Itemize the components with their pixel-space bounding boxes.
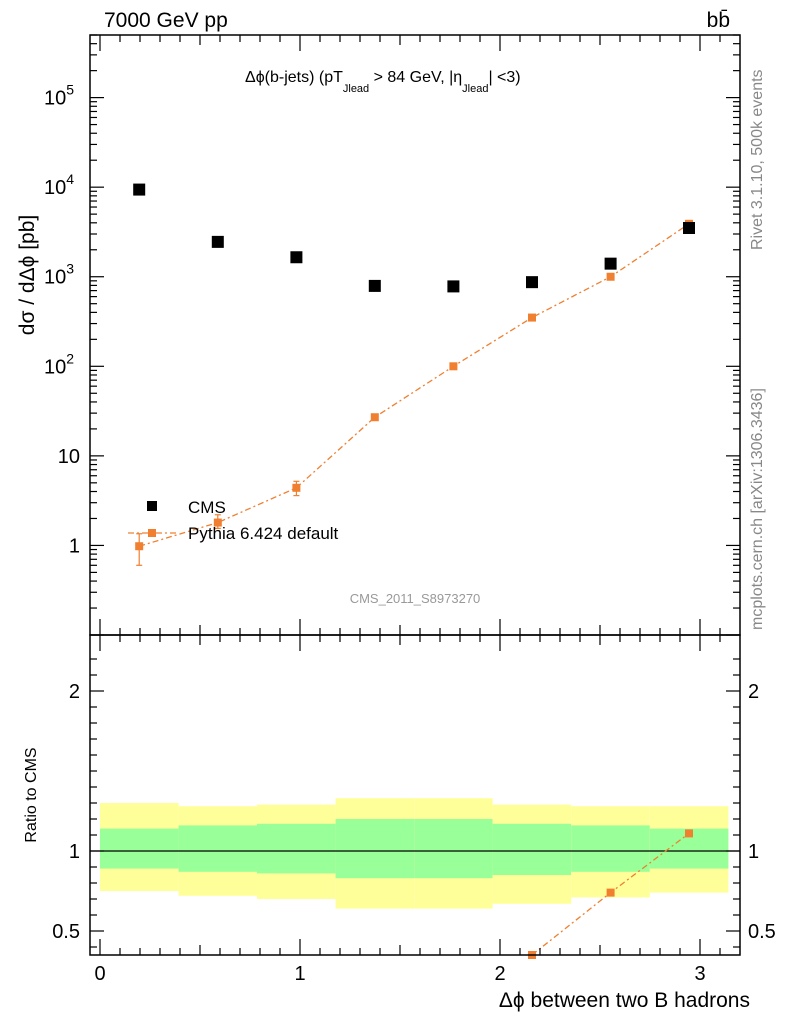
ratio-ticks: [90, 635, 740, 955]
caption-part-a: Δϕ(b-jets) (pT: [245, 69, 343, 86]
cms-point: [368, 279, 381, 292]
main-y-tick-label: 1: [69, 535, 80, 557]
x-tick-label: 2: [494, 963, 505, 985]
mcplots-credit-label: mcplots.cern.ch [arXiv:1306.3436]: [749, 388, 766, 630]
ratio-bands: [100, 798, 729, 909]
main-y-axis-label: dσ / dΔϕ [pb]: [16, 215, 39, 335]
pythia-series: [135, 219, 693, 566]
header-energy-label: 7000 GeV pp: [104, 9, 228, 32]
x-tick-label: 1: [294, 963, 305, 985]
cms-series: [133, 183, 695, 293]
pythia-point: [213, 518, 222, 527]
legend: CMS Pythia 6.424 default: [128, 498, 339, 543]
ratio-band-inner: [414, 819, 493, 879]
main-y-tick-labels: 1 10 102 103 104 105: [44, 82, 80, 558]
cms-point: [211, 235, 224, 248]
main-y-tick-label: 10: [58, 446, 80, 468]
pythia-point: [528, 313, 536, 322]
caption-part-c: | <3): [488, 69, 520, 86]
ratio-panel: 0.5 0.5 1 1 2 2 0 1 2 3 Ratio to CMS Δϕ between …: [23, 634, 776, 1012]
ratio-y-tick-label-right: 1: [748, 841, 759, 863]
x-axis-label: Δϕ between two B hadrons: [499, 989, 750, 1012]
cms-point: [290, 251, 303, 264]
ratio-y-tick-label-left: 1: [69, 841, 80, 863]
main-y-tick-label: 102: [44, 350, 74, 378]
pythia-point: [370, 413, 379, 422]
ratio-y-tick-label-left: 2: [69, 681, 80, 703]
ratio-band-inner: [100, 828, 179, 869]
legend-pythia-marker: [148, 529, 156, 537]
pythia-line: [139, 223, 690, 547]
main-frame: [89, 34, 741, 636]
ratio-pythia-point: [606, 888, 615, 897]
main-y-tick-label: 103: [44, 261, 74, 289]
main-y-tick-label: 104: [44, 171, 74, 199]
caption-part-b: > 84 GeV, |η: [369, 69, 462, 86]
x-tick-label: 3: [694, 963, 705, 985]
cms-point: [683, 222, 695, 235]
cms-point: [526, 276, 538, 289]
cms-point: [604, 257, 617, 270]
cms-point: [447, 280, 460, 293]
legend-cms-label: CMS: [188, 498, 226, 517]
ratio-y-tick-labels: 0.5 0.5 1 1 2 2: [52, 681, 776, 943]
ratio-band-inner: [571, 825, 650, 872]
header-process-label: bb̄: [707, 9, 730, 32]
ratio-y-tick-label-left: 0.5: [52, 921, 80, 943]
pythia-point: [449, 362, 458, 371]
ratio-y-axis-label: Ratio to CMS: [23, 747, 40, 842]
ratio-band-inner: [492, 823, 572, 875]
x-tick-labels: 0 1 2 3: [94, 963, 705, 985]
rivet-version-label: Rivet 3.1.10, 500k events: [749, 69, 766, 250]
ratio-band-inner: [335, 819, 415, 879]
pythia-point: [606, 272, 615, 281]
ratio-band-inner: [257, 823, 336, 874]
plot-caption: Δϕ(b-jets) (pTJlead > 84 GeV, |ηJlead| <…: [245, 69, 521, 95]
pythia-point: [135, 542, 144, 551]
cms-point: [133, 183, 146, 196]
ratio-y-tick-label-right: 2: [748, 681, 759, 703]
caption-sub-1: Jlead: [343, 83, 369, 95]
analysis-tag: CMS_2011_S8973270: [350, 591, 481, 606]
x-tick-label: 0: [94, 963, 105, 985]
legend-pythia-label: Pythia 6.424 default: [188, 524, 339, 543]
caption-sub-2: Jlead: [462, 83, 488, 95]
ratio-y-tick-label-right: 0.5: [748, 921, 776, 943]
legend-cms-marker: [147, 501, 157, 511]
main-ticks: [90, 34, 740, 636]
ratio-pythia-point: [685, 829, 693, 838]
ratio-band-inner: [178, 825, 257, 872]
main-y-tick-label: 105: [44, 82, 74, 110]
main-panel: 1 10 102 103 104 105 dσ / dΔϕ [pb] Δϕ(b-jets)…: [16, 34, 741, 636]
pythia-point: [292, 483, 301, 492]
ratio-frame: [89, 634, 741, 956]
